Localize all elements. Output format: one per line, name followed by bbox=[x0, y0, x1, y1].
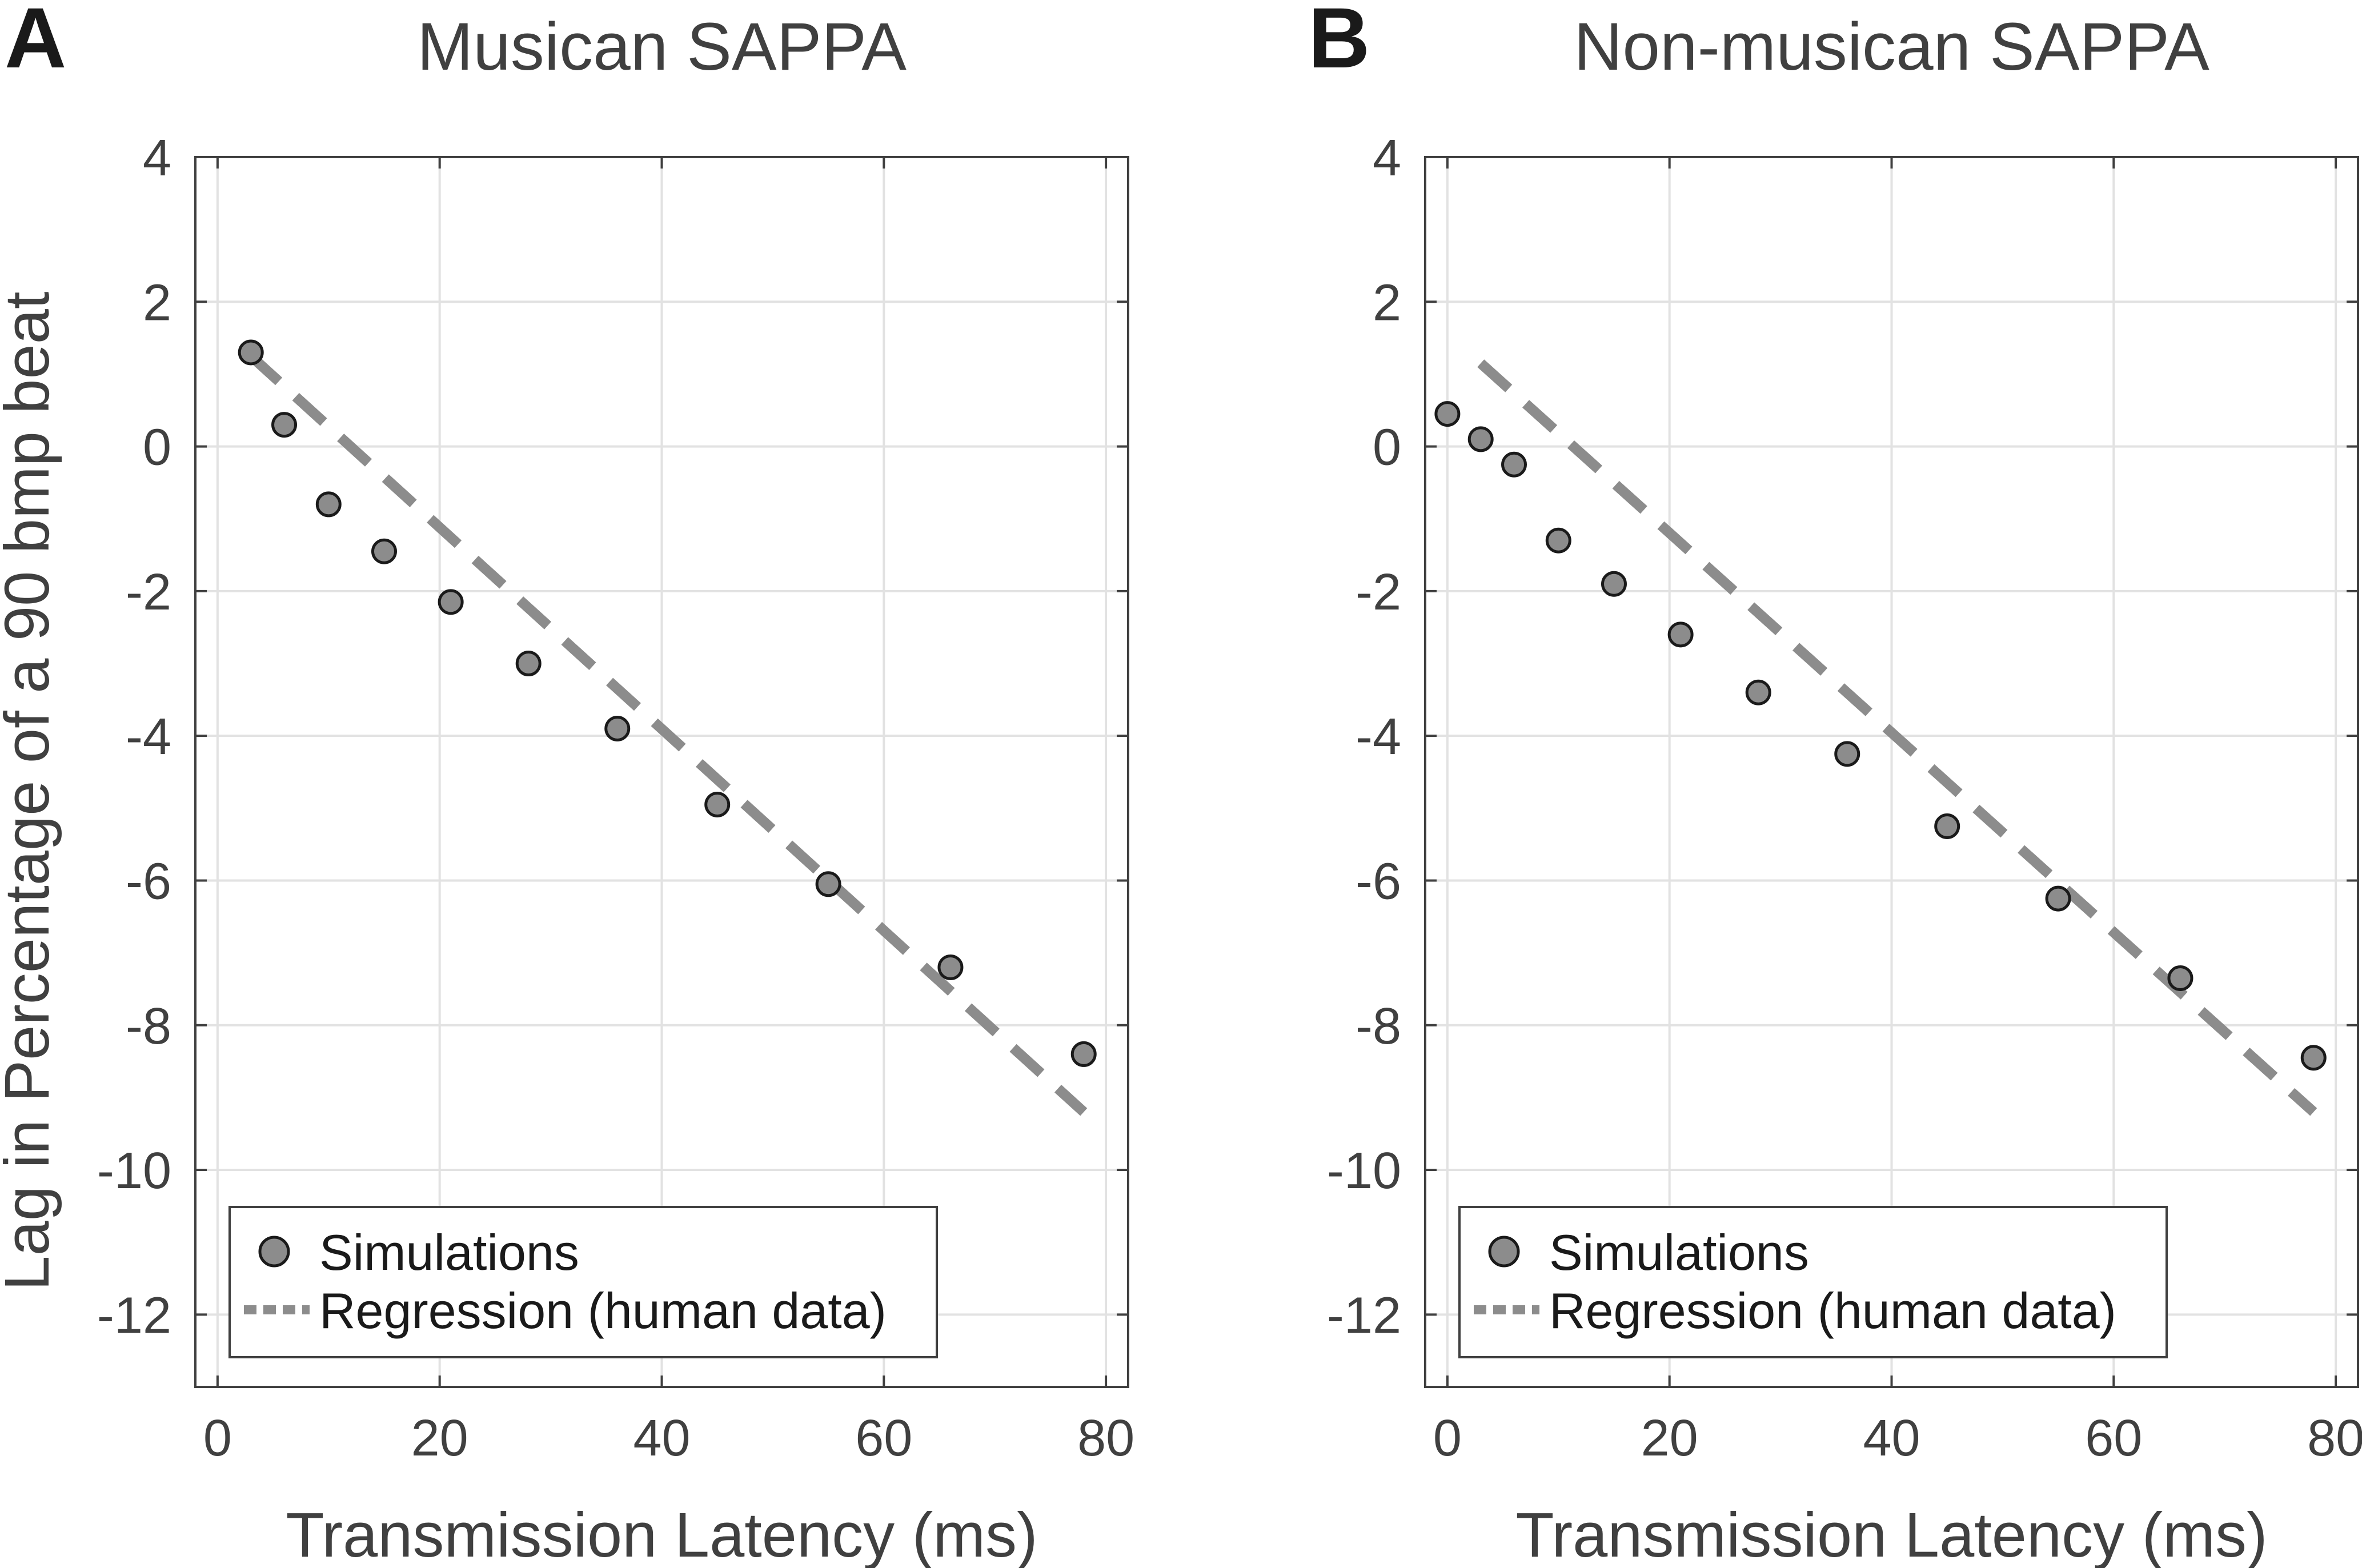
legend-label: Simulations bbox=[1549, 1224, 1809, 1281]
legend-label: Regression (human data) bbox=[319, 1282, 887, 1339]
x-tick-label: 40 bbox=[1863, 1410, 1920, 1467]
chart-title: Non-musican SAPPA bbox=[1574, 9, 2209, 85]
y-tick-label: -8 bbox=[1356, 998, 1401, 1055]
simulation-point bbox=[238, 339, 264, 366]
simulation-point bbox=[2300, 1045, 2327, 1071]
y-tick-label: 4 bbox=[1373, 130, 1401, 187]
simulation-point bbox=[271, 412, 298, 438]
y-tick-label: -8 bbox=[126, 998, 171, 1055]
legend-label: Simulations bbox=[319, 1224, 579, 1281]
simulation-point bbox=[315, 491, 342, 518]
simulation-point bbox=[2045, 885, 2071, 912]
y-tick-label: -12 bbox=[1327, 1287, 1401, 1344]
simulation-point bbox=[604, 716, 631, 742]
simulation-point bbox=[1545, 527, 1571, 554]
simulation-point bbox=[1667, 621, 1694, 648]
y-tick-label: 0 bbox=[143, 419, 171, 476]
y-tick-label: 0 bbox=[1373, 419, 1401, 476]
panel-letter: B bbox=[1308, 0, 1370, 86]
legend-marker-simulations bbox=[1488, 1236, 1520, 1268]
legend-box bbox=[228, 1206, 938, 1358]
y-tick-label: -6 bbox=[1356, 853, 1401, 910]
y-tick-label: -10 bbox=[1327, 1142, 1401, 1200]
simulation-point bbox=[1070, 1041, 1097, 1067]
x-tick-label: 0 bbox=[1433, 1410, 1462, 1467]
simulation-point bbox=[438, 589, 464, 615]
simulation-point bbox=[1601, 571, 1627, 597]
x-tick-label: 20 bbox=[411, 1410, 468, 1467]
y-tick-label: -10 bbox=[97, 1142, 171, 1200]
y-tick-label: -2 bbox=[126, 564, 171, 621]
chart-title: Musican SAPPA bbox=[417, 9, 907, 85]
x-tick-label: 0 bbox=[203, 1410, 232, 1467]
x-tick-label: 20 bbox=[1641, 1410, 1698, 1467]
regression-line bbox=[247, 352, 1088, 1116]
simulation-point bbox=[1745, 679, 1771, 705]
simulation-point bbox=[937, 954, 964, 980]
simulation-point bbox=[1834, 741, 1860, 767]
simulation-point bbox=[1501, 451, 1527, 478]
panel-letter: A bbox=[5, 0, 66, 86]
x-axis-label: Transmission Latency (ms) bbox=[1515, 1500, 2267, 1568]
legend-label: Regression (human data) bbox=[1549, 1282, 2116, 1339]
simulation-point bbox=[2167, 965, 2193, 991]
y-tick-label: 2 bbox=[143, 274, 171, 331]
legend-box bbox=[1458, 1206, 2168, 1358]
y-tick-label: -4 bbox=[126, 708, 171, 765]
y-tick-label: 4 bbox=[143, 130, 171, 187]
x-axis-label: Transmission Latency (ms) bbox=[286, 1500, 1037, 1568]
simulation-point bbox=[1467, 426, 1494, 452]
y-tick-label: -4 bbox=[1356, 708, 1401, 765]
x-tick-label: 40 bbox=[633, 1410, 690, 1467]
x-tick-label: 60 bbox=[2085, 1410, 2142, 1467]
x-tick-label: 80 bbox=[1077, 1410, 1134, 1467]
simulation-point bbox=[1934, 813, 1960, 839]
simulation-point bbox=[371, 538, 397, 564]
y-tick-label: -12 bbox=[97, 1287, 171, 1344]
x-tick-label: 80 bbox=[2307, 1410, 2362, 1467]
simulation-point bbox=[1434, 401, 1461, 427]
simulation-point bbox=[815, 871, 841, 897]
simulation-point bbox=[515, 651, 542, 677]
x-tick-label: 60 bbox=[855, 1410, 912, 1467]
legend-marker-simulations bbox=[258, 1236, 290, 1268]
y-tick-label: -2 bbox=[1356, 564, 1401, 621]
y-axis-label: Lag in Percentage of a 90 bmp beat bbox=[0, 291, 62, 1290]
y-tick-label: -6 bbox=[126, 853, 171, 910]
y-tick-label: 2 bbox=[1373, 274, 1401, 331]
simulation-point bbox=[704, 791, 731, 817]
